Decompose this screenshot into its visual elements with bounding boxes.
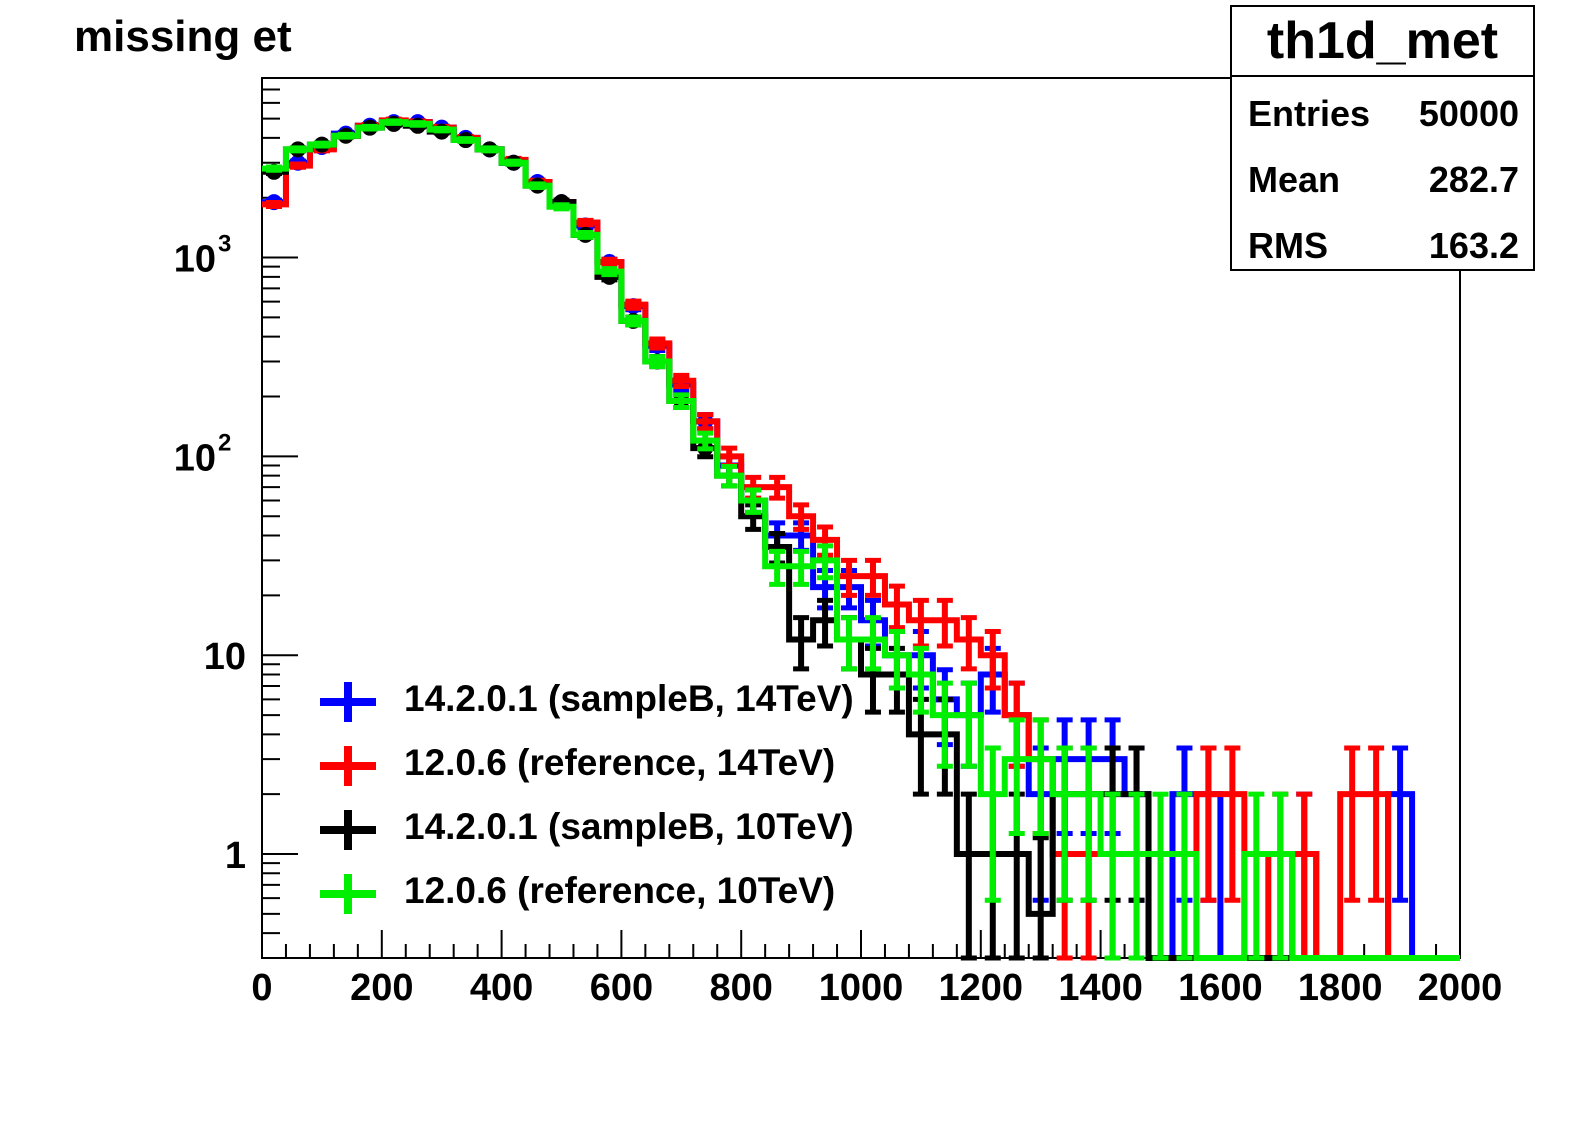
legend-marker-icon	[316, 746, 380, 786]
y-tick-label: 10	[174, 239, 216, 281]
x-tick-label: 1600	[1178, 967, 1263, 1009]
x-tick-label: 400	[470, 967, 533, 1009]
chart-title: missing et	[74, 12, 292, 61]
y-tick-label: 1	[225, 835, 246, 877]
x-tick-label: 600	[590, 967, 653, 1009]
y-tick-exponent: 3	[218, 231, 231, 258]
legend-label: 14.2.0.1 (sampleB, 10TeV)	[404, 806, 854, 847]
x-tick-label: 1000	[819, 967, 904, 1009]
legend-label: 14.2.0.1 (sampleB, 14TeV)	[404, 678, 854, 719]
stats-value: 163.2	[1428, 225, 1519, 266]
legend-marker-v	[344, 810, 352, 850]
legend-marker-v	[344, 682, 352, 722]
legend-marker-icon	[316, 682, 380, 722]
legend-marker-v	[344, 874, 352, 914]
legend-label: 12.0.6 (reference, 10TeV)	[404, 870, 836, 911]
stats-title: th1d_met	[1232, 7, 1533, 77]
x-tick-label: 1400	[1058, 967, 1143, 1009]
stats-value: 282.7	[1428, 159, 1519, 200]
stats-row-rms: RMS 163.2	[1232, 209, 1533, 275]
y-tick-label: 10	[204, 636, 246, 678]
x-tick-label: 800	[709, 967, 772, 1009]
legend-marker-icon	[316, 810, 380, 850]
stats-box: th1d_met Entries 50000 Mean 282.7 RMS 16…	[1230, 5, 1535, 271]
stats-row-entries: Entries 50000	[1232, 77, 1533, 143]
x-tick-label: 0	[251, 967, 272, 1009]
x-tick-label: 200	[350, 967, 413, 1009]
x-tick-label: 1800	[1298, 967, 1383, 1009]
series-step-3	[262, 119, 1460, 961]
stats-row-mean: Mean 282.7	[1232, 143, 1533, 209]
x-tick-label: 1200	[939, 967, 1024, 1009]
y-tick-exponent: 2	[218, 429, 231, 456]
y-tick-label: 10	[174, 437, 216, 479]
stats-label: Entries	[1248, 93, 1371, 134]
stats-label: RMS	[1248, 225, 1328, 266]
legend-marker-icon	[316, 874, 380, 914]
x-tick-label: 2000	[1418, 967, 1503, 1009]
legend-marker-v	[344, 746, 352, 786]
stats-value: 50000	[1418, 93, 1519, 134]
legend-label: 12.0.6 (reference, 14TeV)	[404, 742, 836, 783]
stats-label: Mean	[1248, 159, 1341, 200]
